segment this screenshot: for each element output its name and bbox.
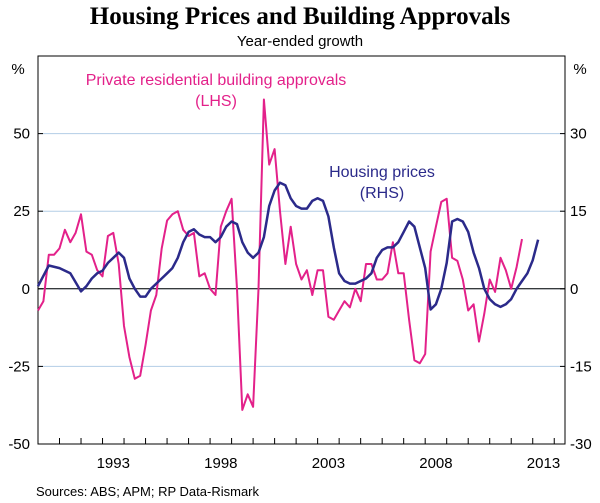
plot-frame xyxy=(37,55,566,445)
right-axis-unit: % xyxy=(573,61,586,78)
chart-source: Sources: ABS; APM; RP Data-Rismark xyxy=(36,484,259,499)
left-axis-unit: % xyxy=(11,61,24,78)
series-line-housing-prices xyxy=(36,181,540,311)
x-tick-label: 2013 xyxy=(527,455,560,472)
annotation-prices-name: Housing prices xyxy=(329,164,435,181)
gridlines xyxy=(38,133,565,367)
right-axis-ticks: 30 15 0 -15 -30 xyxy=(560,126,592,453)
right-tick-label: 15 xyxy=(570,203,587,220)
annotation-approvals-axis: (LHS) xyxy=(195,93,237,110)
x-tick-label: 2003 xyxy=(312,455,345,472)
annotation-prices-axis: (RHS) xyxy=(360,185,404,202)
x-tick-label: 1993 xyxy=(97,455,130,472)
x-tick-label: 2008 xyxy=(419,455,452,472)
left-axis-ticks: 50 25 0 -25 -50 xyxy=(8,126,43,453)
left-tick-label: -50 xyxy=(8,436,30,453)
left-tick-label: 50 xyxy=(13,126,30,143)
chart-subtitle: Year-ended growth xyxy=(237,33,363,50)
left-tick-label: 25 xyxy=(13,203,30,220)
x-axis-ticks: 1993 1998 2003 2008 2013 xyxy=(37,438,560,472)
series-line-approvals xyxy=(37,98,523,411)
annotation-approvals-name: Private residential building approvals xyxy=(86,72,347,89)
left-tick-label: 0 xyxy=(22,281,30,298)
right-tick-label: -15 xyxy=(570,358,592,375)
right-tick-label: 30 xyxy=(570,126,587,143)
chart-title: Housing Prices and Building Approvals xyxy=(90,3,511,30)
right-tick-label: 0 xyxy=(570,281,578,298)
right-tick-label: -30 xyxy=(570,436,592,453)
x-tick-label: 1998 xyxy=(204,455,237,472)
left-tick-label: -25 xyxy=(8,358,30,375)
